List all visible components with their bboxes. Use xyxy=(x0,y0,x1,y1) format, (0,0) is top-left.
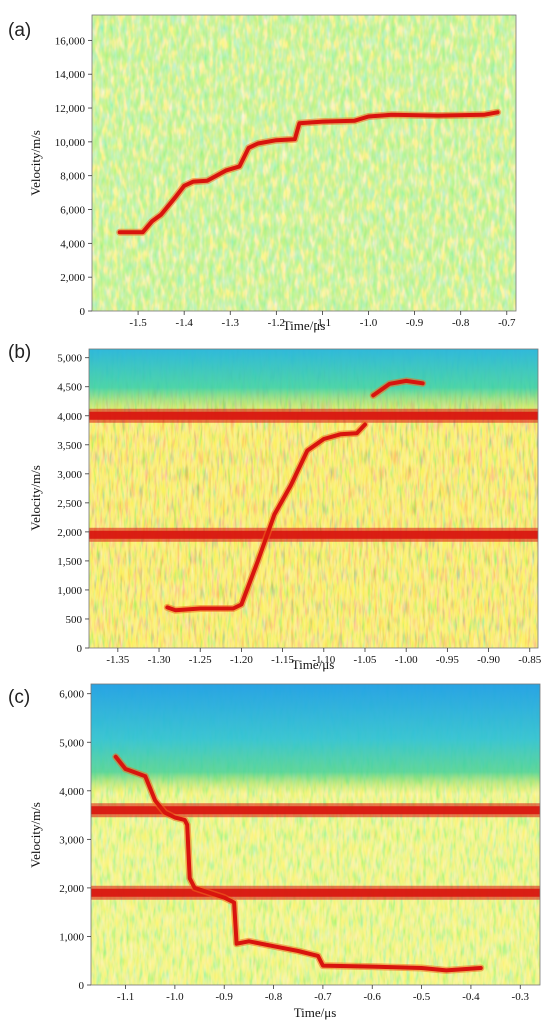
panel-c-x-tick-label-5: -0.6 xyxy=(364,991,382,1003)
panel-c: (c) -1.1 -1.0 -0.9 -0.8 -0.7 -0.6 -0.5 -0.4 -0.3… xyxy=(8,683,541,1020)
panel-b-x-tick-label-3: -1.20 xyxy=(230,654,253,666)
panel-b-x-tick-label-7: -1.00 xyxy=(395,654,418,666)
panel-b-trace-0 xyxy=(165,422,367,613)
panel-c-x-tick-label-7: -0.4 xyxy=(462,991,480,1003)
panel-a-y-tick-label-3: 6,000 xyxy=(60,205,85,217)
panel-b-x-tick-label-5: -1.10 xyxy=(312,654,335,666)
panel-a-y-tick-label-0: 0 xyxy=(80,306,86,318)
panel-a-trace-0 xyxy=(117,110,500,235)
panel-a-y-tick-label-8: 16,000 xyxy=(55,35,86,47)
panel-b-frame xyxy=(88,348,539,649)
panel-b-band-0 xyxy=(89,530,538,539)
panel-a-x-tick-label-1: -1.4 xyxy=(175,317,193,329)
panel-a-spectrogram xyxy=(92,15,516,311)
panel-b-y-tick-label-10: 5,000 xyxy=(57,353,82,365)
panel-a-letter: (a) xyxy=(8,20,31,41)
panel-a-frame xyxy=(91,14,517,312)
panel-a-y-tick-label-7: 14,000 xyxy=(55,69,86,81)
panel-c-x-tick-label-6: -0.5 xyxy=(413,991,431,1003)
panel-c-letter: (c) xyxy=(8,687,30,708)
panel-b-x-tick-label-2: -1.25 xyxy=(189,654,212,666)
panel-b-x-tick-label-8: -0.95 xyxy=(436,654,459,666)
panel-a-y-tick-label-6: 12,000 xyxy=(55,103,86,115)
panel-c-x-tick-label-2: -0.9 xyxy=(216,991,234,1003)
panel-b-x-tick-label-4: -1.15 xyxy=(271,654,294,666)
panel-b-x-tick-label-6: -1.05 xyxy=(354,654,377,666)
panel-c-y-tick-label-6: 6,000 xyxy=(59,689,84,701)
panel-b-letter: (b) xyxy=(8,342,31,363)
panel-c-frame xyxy=(90,683,541,986)
panel-b-x-tick-label-0: -1.35 xyxy=(106,654,129,666)
panel-b-y-tick-label-1: 500 xyxy=(66,614,83,626)
panel-c-band-0 xyxy=(91,888,540,897)
panel-c-y-tick-label-1: 1,000 xyxy=(59,931,84,943)
panel-b-y-tick-label-6: 3,000 xyxy=(57,469,82,481)
panel-c-marks xyxy=(91,753,540,974)
panel-b: (b) -1.35 -1.30 -1.25 -1.20 -1.15 -1.10 -1.05-… xyxy=(8,342,542,672)
panel-a-x-tick-label-4: -1.1 xyxy=(314,317,331,329)
panel-a-y-tick-label-5: 10,000 xyxy=(55,137,86,149)
panel-b-y-tick-label-4: 2,000 xyxy=(57,527,82,539)
panel-b-axes: -1.35 -1.30 -1.25 -1.20 -1.15 -1.10 -1.05 -1.00… xyxy=(57,353,541,666)
panel-c-trace-0 xyxy=(113,754,483,973)
panel-c-axes: -1.1 -1.0 -0.9 -0.8 -0.7 -0.6 -0.5 -0.4 -0.3 0 1,0… xyxy=(59,689,529,1003)
panel-c-x-tick-label-1: -1.0 xyxy=(166,991,184,1003)
panel-c-y-tick-label-5: 5,000 xyxy=(59,737,84,749)
panel-c-y-axis-title: Velocity/m/s xyxy=(28,802,43,868)
panel-b-x-tick-label-10: -0.85 xyxy=(518,654,541,666)
panel-a-x-tick-label-7: -0.8 xyxy=(452,317,470,329)
panel-b-y-tick-label-9: 4,500 xyxy=(57,382,82,394)
panel-b-x-axis-title: Time/μs xyxy=(292,657,335,672)
panel-c-x-axis-title: Time/μs xyxy=(294,1005,337,1020)
panel-a-marks xyxy=(116,108,502,236)
panel-a-y-tick-label-2: 4,000 xyxy=(60,238,85,250)
panel-a-axes: -1.5 -1.4 -1.3 -1.2 -1.1 -1.0 -0.9 -0.8 -0.7 0 2,0… xyxy=(55,35,516,329)
panel-c-x-tick-label-0: -1.1 xyxy=(117,991,134,1003)
panel-a-x-tick-label-0: -1.5 xyxy=(129,317,147,329)
panel-c-x-tick-label-8: -0.3 xyxy=(512,991,530,1003)
panel-c-x-tick-label-4: -0.7 xyxy=(314,991,332,1003)
panel-a: (a) -1.5 -1.4 -1.3 -1.2 -1.1 -1.0 -0.9 -0.8 -0.7… xyxy=(8,14,517,333)
panel-b-trace-1 xyxy=(371,378,425,398)
panel-a-x-tick-label-5: -1.0 xyxy=(360,317,378,329)
panel-b-marks xyxy=(89,377,538,614)
panel-c-x-tick-label-3: -0.8 xyxy=(265,991,283,1003)
panel-b-band-1 xyxy=(89,411,538,420)
panel-b-y-tick-label-5: 2,500 xyxy=(57,498,82,510)
panel-b-x-tick-label-1: -1.30 xyxy=(148,654,171,666)
panel-b-y-tick-label-8: 4,000 xyxy=(57,411,82,423)
panel-c-y-tick-label-0: 0 xyxy=(79,980,85,992)
panel-c-high-band xyxy=(91,684,540,794)
panel-a-x-tick-label-2: -1.3 xyxy=(222,317,240,329)
panel-a-x-tick-label-6: -0.9 xyxy=(406,317,424,329)
panel-b-y-tick-label-3: 1,500 xyxy=(57,556,82,568)
panel-c-y-tick-label-2: 2,000 xyxy=(59,883,84,895)
panel-a-x-tick-label-3: -1.2 xyxy=(268,317,285,329)
panel-a-y-axis-title: Velocity/m/s xyxy=(28,130,43,196)
panel-b-high-band xyxy=(89,349,538,419)
panel-a-x-tick-label-8: -0.7 xyxy=(498,317,516,329)
panel-b-y-tick-label-2: 1,000 xyxy=(57,585,82,597)
panel-c-y-tick-label-4: 4,000 xyxy=(59,786,84,798)
panel-b-x-tick-label-9: -0.90 xyxy=(477,654,500,666)
panel-c-y-tick-label-3: 3,000 xyxy=(59,834,84,846)
panel-c-band-1 xyxy=(91,806,540,815)
panel-a-y-tick-label-1: 2,000 xyxy=(60,272,85,284)
panel-a-y-tick-label-4: 8,000 xyxy=(60,171,85,183)
panel-b-y-tick-label-0: 0 xyxy=(77,643,83,655)
panel-b-y-tick-label-7: 3,500 xyxy=(57,440,82,452)
panel-b-y-axis-title: Velocity/m/s xyxy=(28,465,43,531)
panel-a-x-axis-title: Time/μs xyxy=(283,318,326,333)
